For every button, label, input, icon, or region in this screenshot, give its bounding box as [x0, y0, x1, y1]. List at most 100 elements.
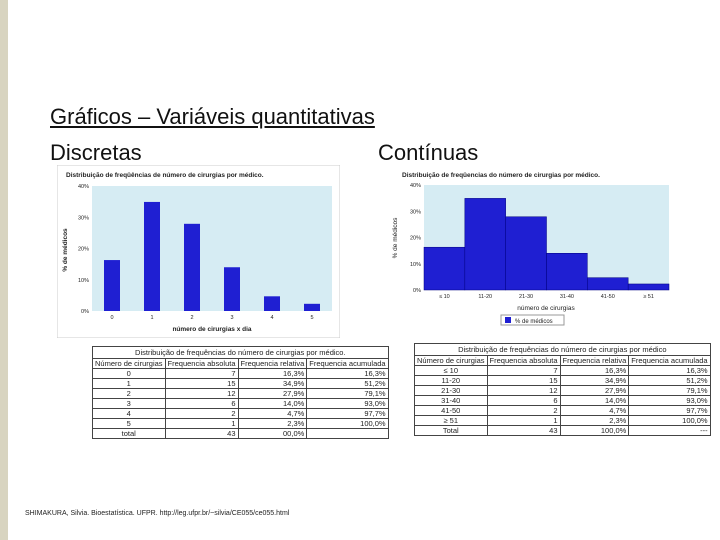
col-header: Frequencia acumulada — [628, 355, 711, 366]
bar — [464, 198, 506, 291]
table-cell: ≤ 10 — [414, 365, 488, 376]
x-axis-label: número de cirurgias — [517, 305, 575, 312]
x-tick-label: 5 — [310, 315, 313, 321]
table-cell: 14,0% — [237, 398, 308, 409]
bar — [184, 223, 200, 311]
table-cell: 2,3% — [559, 415, 630, 426]
table-cell: total — [92, 428, 166, 439]
y-tick-label: 10% — [410, 262, 421, 268]
y-tick-label: 0% — [413, 288, 421, 294]
table-cell: 27,9% — [237, 388, 308, 399]
table-cell: 100,0% — [559, 425, 630, 436]
table-cell: 2 — [164, 408, 239, 419]
chart-title: Distribuição de freqüências de número de… — [66, 172, 264, 179]
bar — [505, 216, 547, 291]
table-cell: 4,7% — [559, 405, 630, 416]
y-tick-label: 10% — [78, 278, 89, 284]
slide-title: Gráficos – Variáveis quantitativas — [50, 104, 375, 129]
table-row: 31-40 6 14,0% 93,0% — [414, 395, 711, 406]
x-tick-label: 3 — [230, 315, 233, 321]
table-cell: 93,0% — [628, 395, 711, 406]
table-cell — [306, 428, 389, 439]
bar — [546, 253, 588, 291]
table-row: 5 1 2,3% 100,0% — [92, 418, 389, 429]
table-cell: 11-20 — [414, 375, 488, 386]
x-tick-label: 0 — [110, 315, 113, 321]
y-axis-label: % de médicos — [392, 217, 399, 259]
table-cell: 27,9% — [559, 385, 630, 396]
table-row: 0 7 16,3% 16,3% — [92, 368, 389, 379]
bar — [264, 296, 280, 311]
table-cell: 1 — [92, 378, 166, 389]
subtitle-continuas: Contínuas — [378, 140, 479, 165]
x-tick-label: 21-30 — [519, 294, 533, 300]
subtitle-discretas: Discretas — [50, 140, 142, 165]
x-axis-label: número de cirurgias x dia — [172, 326, 251, 333]
table-cell: 0 — [92, 368, 166, 379]
table-cell: 3 — [92, 398, 166, 409]
bar — [304, 303, 320, 311]
table-cell: 2,3% — [237, 418, 308, 429]
plot-area — [92, 186, 332, 311]
table-caption: Distribuição de frequências do número de… — [92, 346, 389, 359]
bar — [587, 277, 629, 291]
table-cell: 79,1% — [306, 388, 389, 399]
table-cell: 51,2% — [628, 375, 711, 386]
bar — [144, 201, 160, 311]
table-cell: 6 — [486, 395, 561, 406]
col-header: Número de cirurgias — [414, 355, 488, 366]
table-cell: 2 — [486, 405, 561, 416]
table-cell: 21-30 — [414, 385, 488, 396]
y-axis-label: % de médicos — [62, 228, 69, 272]
table-row: 21-30 12 27,9% 79,1% — [414, 385, 711, 396]
frequency-table-discrete: Distribuição de frequências do número de… — [92, 346, 389, 439]
table-cell: 31-40 — [414, 395, 488, 406]
table-cell: 7 — [486, 365, 561, 376]
y-tick-label: 40% — [410, 183, 421, 189]
table-body: 0 7 16,3% 16,3% 1 15 34,9% 51,2% 2 12 27,9% 79,1% 3 6… — [92, 368, 389, 439]
table-cell: 1 — [486, 415, 561, 426]
table-cell: 79,1% — [628, 385, 711, 396]
table-row: 11-20 15 34,9% 51,2% — [414, 375, 711, 386]
table-cell: 12 — [164, 388, 239, 399]
table-cell: 34,9% — [559, 375, 630, 386]
x-tick-label: 41-50 — [601, 294, 615, 300]
y-tick-label: 0% — [81, 309, 89, 315]
table-cell: 100,0% — [306, 418, 389, 429]
table-cell: 100,0% — [628, 415, 711, 426]
table-cell: 12 — [486, 385, 561, 396]
table-cell: 43 — [164, 428, 239, 439]
table-body: ≤ 10 7 16,3% 16,3% 11-20 15 34,9% 51,2% 21-30 12 2… — [414, 365, 711, 436]
table-row: Total 43 100,0% --- — [414, 425, 711, 436]
x-ticks-group: 0 1 2 3 4 5 — [110, 315, 313, 321]
col-header: Frequencia relativa — [559, 355, 630, 366]
table-cell: 41-50 — [414, 405, 488, 416]
bar — [104, 260, 120, 311]
table-row: 2 12 27,9% 79,1% — [92, 388, 389, 399]
legend-box — [500, 314, 565, 326]
table-cell: 7 — [164, 368, 239, 379]
col-header: Número de cirurgias — [92, 358, 166, 369]
table-cell: 00,0% — [237, 428, 308, 439]
table-cell: 14,0% — [559, 395, 630, 406]
table-row: total 43 00,0% — [92, 428, 389, 439]
table-cell: --- — [628, 425, 711, 436]
table-cell: 6 — [164, 398, 239, 409]
table-cell: 1 — [164, 418, 239, 429]
x-tick-label: 1 — [150, 315, 153, 321]
bars-group — [423, 198, 670, 291]
table-cell: 16,3% — [306, 368, 389, 379]
table-row: 1 15 34,9% 51,2% — [92, 378, 389, 389]
y-tick-label: 30% — [78, 215, 89, 221]
legend-label: % de médicos — [515, 319, 553, 325]
table-cell: 15 — [164, 378, 239, 389]
bar — [627, 283, 670, 291]
table-row: ≤ 10 7 16,3% 16,3% — [414, 365, 711, 376]
col-header: Frequencia absoluta — [164, 358, 239, 369]
continuous-histogram: Distribuição de freqüencias do número de… — [392, 172, 670, 326]
frequency-table-continuous: Distribuição de frequências do número de… — [414, 343, 711, 436]
slide-left-border — [0, 0, 8, 540]
discrete-bar-chart: Distribuição de freqüências de número de… — [57, 165, 340, 338]
table-row: ≥ 51 1 2,3% 100,0% — [414, 415, 711, 426]
x-tick-label: ≤ 10 — [439, 294, 450, 300]
